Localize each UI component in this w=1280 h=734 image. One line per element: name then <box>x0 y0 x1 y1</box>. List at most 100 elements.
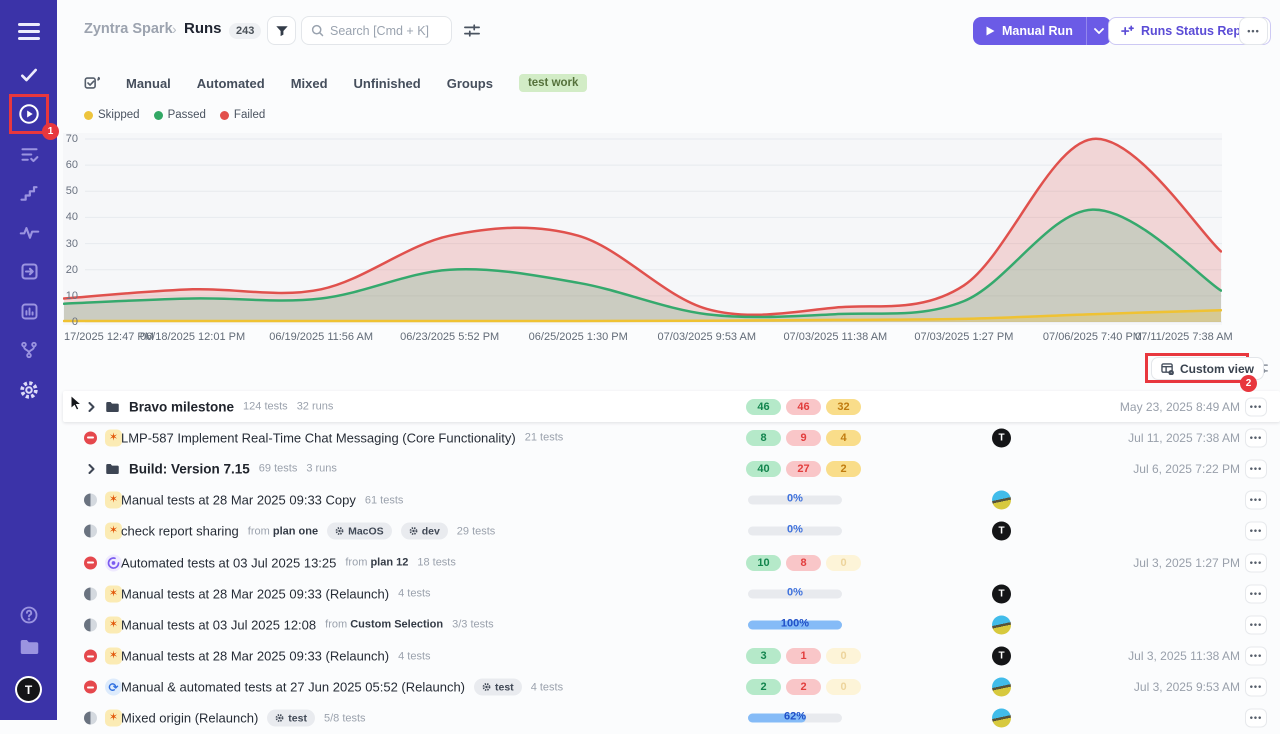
search-input[interactable] <box>330 23 440 38</box>
progress-label: 0% <box>787 586 803 599</box>
filter-button[interactable] <box>267 16 296 45</box>
plan-link[interactable]: plan one <box>272 525 319 538</box>
run-title[interactable]: Manual tests at 03 Jul 2025 12:08 <box>121 617 317 633</box>
runs-list-icon[interactable] <box>17 142 41 166</box>
run-title[interactable]: Manual & automated tests at 27 Jun 2025 … <box>121 679 465 695</box>
table-row-run[interactable]: ✶ Mixed origin (Relaunch) test 5/8 tests… <box>63 703 1280 734</box>
x-tick-label: 06/18/2025 12:01 PM <box>139 331 246 343</box>
header-more-button[interactable]: ••• <box>1239 17 1268 45</box>
filter-tag-test-work[interactable]: test work <box>518 74 588 92</box>
failed-badge: 46 <box>786 398 821 415</box>
progress-label: 100% <box>780 617 810 630</box>
pulse-activity-icon[interactable] <box>17 220 41 244</box>
select-all-icon[interactable] <box>84 75 100 91</box>
manual-run-dropdown[interactable] <box>1085 17 1111 45</box>
assignee-avatar[interactable] <box>992 490 1011 510</box>
row-more-button[interactable]: ••• <box>1245 584 1267 604</box>
assignee-avatar[interactable]: T <box>992 521 1011 541</box>
tab-mixed[interactable]: Mixed <box>290 75 328 91</box>
search-box[interactable] <box>301 16 452 45</box>
passed-badge: 46 <box>746 398 781 415</box>
table-row-run[interactable]: ✶ Manual tests at 03 Jul 2025 12:08 from… <box>63 609 1280 640</box>
assignee-avatar[interactable] <box>992 677 1011 697</box>
x-tick-label: 07/03/2025 9:53 AM <box>657 331 756 343</box>
milestones-steps-icon[interactable] <box>17 181 41 205</box>
branch-icon[interactable] <box>17 338 41 362</box>
tests-count: 4 tests <box>398 587 431 600</box>
table-row-run[interactable]: Automated tests at 03 Jul 2025 13:25 fro… <box>63 547 1280 578</box>
row-more-button[interactable]: ••• <box>1245 397 1267 417</box>
table-row-run[interactable]: ✶ check report sharing from plan one Mac… <box>63 516 1280 547</box>
plan-link[interactable]: plan 12 <box>370 556 409 569</box>
row-more-button[interactable]: ••• <box>1245 459 1267 479</box>
runs-count-badge: 243 <box>229 23 262 39</box>
custom-view-button[interactable]: Custom view <box>1151 357 1265 380</box>
chevron-right-icon[interactable] <box>87 401 96 412</box>
hamburger-menu-icon[interactable] <box>17 20 41 44</box>
tab-groups[interactable]: Groups <box>446 75 493 91</box>
folder-icon <box>106 463 119 474</box>
table-row-group[interactable]: Build: Version 7.15 69 tests 3 runs 40 2… <box>63 453 1280 484</box>
display-settings-icon[interactable] <box>464 23 480 43</box>
tab-unfinished[interactable]: Unfinished <box>353 75 421 91</box>
run-title[interactable]: LMP-587 Implement Real-Time Chat Messagi… <box>121 430 516 446</box>
row-more-button[interactable]: ••• <box>1245 521 1267 541</box>
chevron-right-icon[interactable] <box>87 463 96 474</box>
tab-automated[interactable]: Automated <box>196 75 265 91</box>
legend-item-passed[interactable]: Passed <box>153 109 206 121</box>
assignee-avatar[interactable] <box>992 615 1011 635</box>
tests-count: 3/3 tests <box>452 618 494 631</box>
y-tick-label: 0 <box>71 316 78 328</box>
run-title[interactable]: Manual tests at 28 Mar 2025 09:33 (Relau… <box>121 586 390 602</box>
assignee-avatar[interactable] <box>992 708 1011 728</box>
user-avatar[interactable]: T <box>15 676 42 703</box>
row-more-button[interactable]: ••• <box>1245 708 1267 728</box>
help-icon[interactable] <box>17 603 41 627</box>
run-title[interactable]: Manual tests at 28 Mar 2025 09:33 Copy <box>121 492 356 508</box>
settings-gear-icon[interactable] <box>17 378 41 402</box>
skipped-badge: 0 <box>826 648 861 665</box>
table-row-group[interactable]: Bravo milestone 124 tests 32 runs 46 46 … <box>63 391 1280 423</box>
assignee-avatar[interactable]: T <box>992 428 1011 448</box>
manual-run-split-button[interactable]: Manual Run <box>973 17 1111 45</box>
runs-area-chart <box>62 133 1223 325</box>
row-more-button[interactable]: ••• <box>1245 428 1267 448</box>
legend-item-skipped[interactable]: Skipped <box>84 109 140 121</box>
gear-icon <box>275 714 284 723</box>
run-title[interactable]: Manual tests at 28 Mar 2025 09:33 (Relau… <box>121 648 390 664</box>
run-title[interactable]: Mixed origin (Relaunch) <box>121 710 259 726</box>
tab-manual[interactable]: Manual <box>126 75 171 91</box>
sign-in-icon[interactable] <box>17 259 41 283</box>
row-more-button[interactable]: ••• <box>1245 553 1267 573</box>
run-title[interactable]: Automated tests at 03 Jul 2025 13:25 <box>121 555 337 571</box>
table-row-run[interactable]: ✶ Manual tests at 28 Mar 2025 09:33 Copy… <box>63 485 1280 516</box>
ellipsis-icon: ••• <box>1249 494 1263 505</box>
table-row-run[interactable]: ✶ Manual tests at 28 Mar 2025 09:33 (Rel… <box>63 578 1280 609</box>
row-more-button[interactable]: ••• <box>1245 677 1267 697</box>
run-date: Jul 3, 2025 9:53 AM <box>1133 680 1240 695</box>
check-icon[interactable] <box>17 63 41 87</box>
projects-folder-icon[interactable] <box>17 635 41 659</box>
breadcrumb-project[interactable]: Zyntra Spark <box>84 21 173 37</box>
manual-run-button[interactable]: Manual Run <box>973 17 1086 45</box>
table-row-run[interactable]: ⟳ Manual & automated tests at 27 Jun 202… <box>63 672 1280 703</box>
status-stopped-icon <box>84 556 97 570</box>
row-more-button[interactable]: ••• <box>1245 646 1267 666</box>
table-row-run[interactable]: ✶ Manual tests at 28 Mar 2025 09:33 (Rel… <box>63 641 1280 672</box>
skipped-badge: 2 <box>826 460 861 477</box>
legend-item-failed[interactable]: Failed <box>219 109 265 121</box>
row-more-button[interactable]: ••• <box>1245 490 1267 510</box>
mouse-cursor <box>70 395 83 411</box>
assignee-avatar[interactable]: T <box>992 584 1011 604</box>
bar-chart-icon[interactable] <box>17 299 41 323</box>
failed-badge: 27 <box>786 460 821 477</box>
assignee-avatar[interactable]: T <box>992 646 1011 666</box>
play-circle-icon[interactable] <box>17 102 41 126</box>
y-tick-label: 20 <box>65 263 78 276</box>
row-more-button[interactable]: ••• <box>1245 615 1267 635</box>
run-group-title[interactable]: Build: Version 7.15 <box>129 461 250 477</box>
plan-link[interactable]: Custom Selection <box>350 618 444 631</box>
table-row-run[interactable]: ✶ LMP-587 Implement Real-Time Chat Messa… <box>63 422 1280 453</box>
run-group-title[interactable]: Bravo milestone <box>129 399 235 415</box>
run-title[interactable]: check report sharing <box>121 523 239 539</box>
